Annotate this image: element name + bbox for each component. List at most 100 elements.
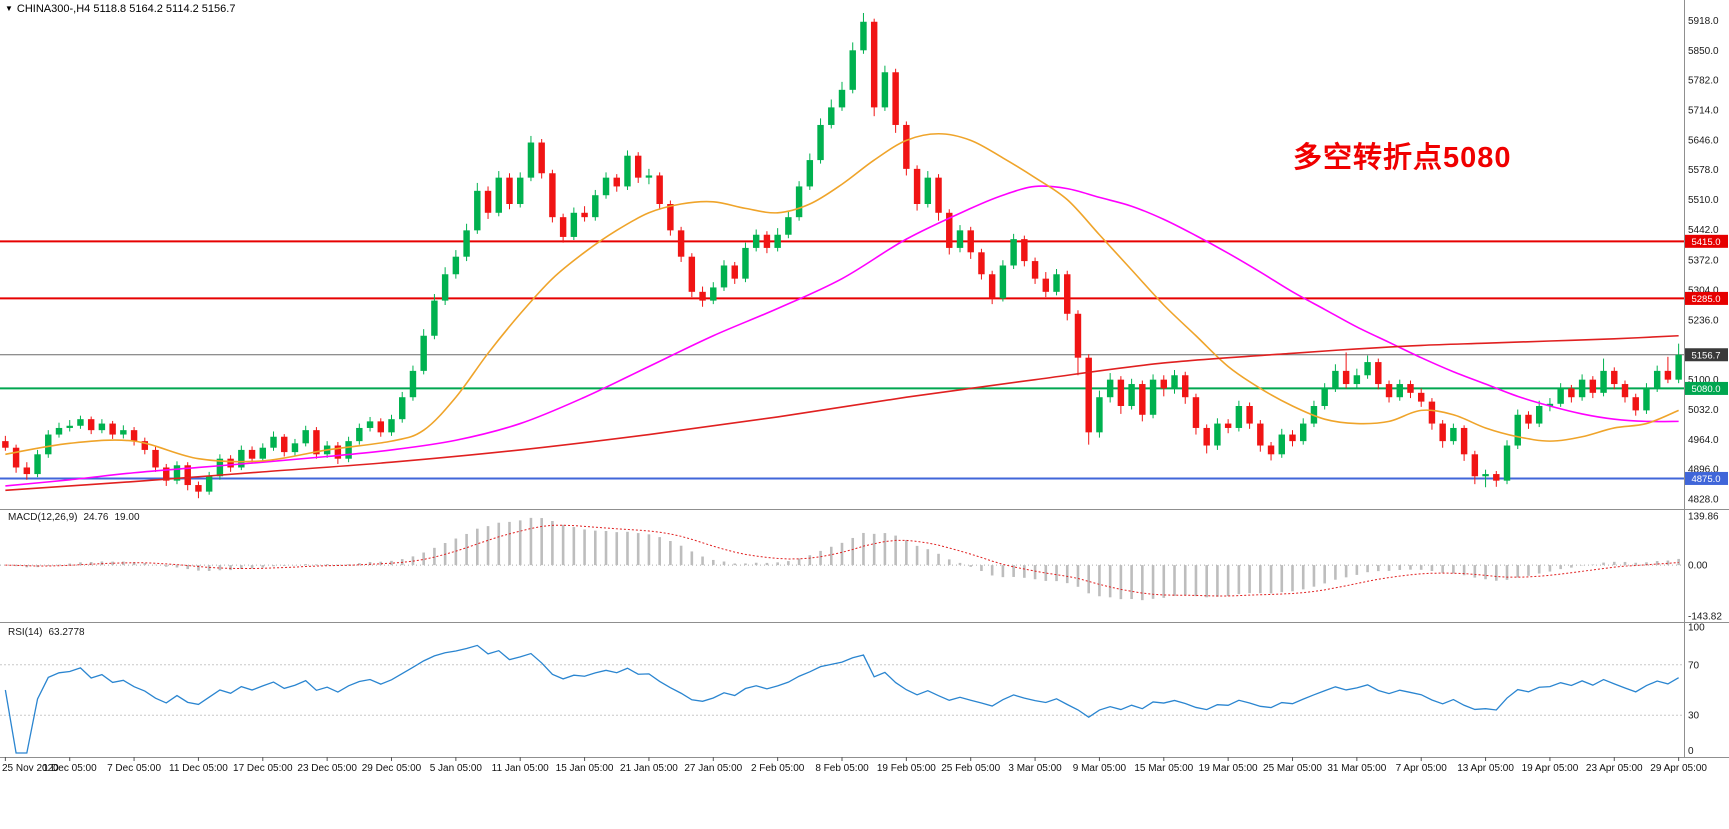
x-axis-label: 19 Feb 05:00 — [877, 763, 936, 774]
price-badge — [1685, 381, 1728, 395]
price-badge-label: 5415.0 — [1691, 237, 1720, 248]
symbol-title: ▼ CHINA300-,H4 5118.8 5164.2 5114.2 5156.… — [5, 3, 235, 15]
candle-body — [55, 427, 63, 435]
candle-body — [688, 256, 696, 292]
rsi-label: RSI(14) — [8, 627, 43, 638]
macd-signal-line[interactable] — [5, 524, 1679, 597]
x-axis-label: 11 Jan 05:00 — [492, 763, 550, 774]
candle-body — [913, 168, 921, 204]
candle-body — [1578, 379, 1586, 398]
y-axis-label: 5372.0 — [1688, 256, 1719, 267]
candle-body — [463, 230, 470, 257]
candle-body — [903, 124, 910, 169]
candle-body — [1182, 375, 1189, 398]
y-axis-label: 5782.0 — [1688, 76, 1719, 87]
candle-body — [870, 21, 878, 108]
ma-mid-magenta[interactable] — [5, 185, 1679, 487]
ma-fast-orange[interactable] — [5, 132, 1679, 463]
y-axis-label: 5442.0 — [1688, 225, 1719, 236]
candle-body — [345, 441, 352, 459]
candle-body — [924, 177, 932, 204]
x-axis-label: 25 Feb 05:00 — [941, 763, 1000, 774]
candle-body — [441, 274, 449, 301]
candle-body — [849, 50, 856, 90]
candle-body — [1653, 370, 1661, 389]
ma-slow-red[interactable] — [5, 334, 1679, 492]
macd-axis-label: -143.82 — [1688, 611, 1722, 622]
candle-body — [1010, 239, 1017, 266]
candle-body — [1300, 423, 1307, 442]
annotation-text[interactable]: 多空转折点5080 — [1293, 142, 1512, 174]
candle-body — [238, 449, 245, 468]
candle-body — [205, 476, 213, 492]
macd-label: MACD(12,26,9) — [8, 512, 78, 523]
macd-indicator-title: MACD(12,26,9) 24.76 19.00 — [8, 512, 146, 523]
candle-body — [313, 430, 320, 455]
candle-body — [302, 430, 309, 444]
candle-body — [1353, 375, 1361, 385]
x-axis-label: 25 Nov 2020 — [2, 763, 59, 774]
y-axis-label: 5236.0 — [1688, 315, 1719, 326]
y-axis-label: 4896.0 — [1688, 465, 1719, 476]
candle-body — [1267, 445, 1275, 455]
candle-body — [1235, 406, 1243, 428]
candle-body — [978, 252, 985, 275]
y-axis-label: 5850.0 — [1688, 46, 1719, 57]
candle-body — [634, 155, 642, 178]
candle-body — [1450, 427, 1457, 442]
candle-body — [999, 265, 1007, 299]
candle-body — [549, 173, 556, 218]
y-axis-label: 5646.0 — [1688, 135, 1719, 146]
candle-body — [1675, 354, 1682, 380]
y-axis-label: 5918.0 — [1688, 16, 1719, 27]
y-axis-label: 5032.0 — [1688, 405, 1719, 416]
candle-body — [1514, 414, 1521, 446]
price-badge — [1685, 471, 1728, 485]
candle-body — [1332, 370, 1339, 389]
candle-body — [1289, 434, 1296, 442]
candle-body — [1160, 379, 1168, 389]
x-axis-label: 17 Dec 05:00 — [233, 763, 293, 774]
candle-body — [2, 441, 9, 448]
candle-body — [216, 458, 224, 477]
candle-body — [602, 177, 610, 196]
price-badge-label: 4875.0 — [1691, 474, 1720, 485]
x-axis-label: 23 Apr 05:00 — [1586, 763, 1643, 774]
candle-body — [946, 212, 953, 248]
y-axis-label: 5714.0 — [1688, 106, 1719, 117]
candle-body — [752, 234, 760, 248]
candle-body — [248, 449, 256, 459]
rsi-value: 63.2778 — [48, 627, 85, 638]
x-axis-label: 8 Feb 05:00 — [815, 763, 869, 774]
candle-body — [1364, 362, 1371, 376]
y-axis-label: 5100.0 — [1688, 375, 1719, 386]
candle-body — [742, 247, 749, 279]
rsi-line[interactable] — [4, 644, 1679, 754]
candle-body — [1342, 370, 1350, 385]
candle-body — [1321, 388, 1328, 406]
candle-body — [87, 419, 95, 431]
candle-body — [720, 265, 728, 288]
x-axis-label: 21 Jan 05:00 — [620, 763, 678, 774]
candle-body — [774, 234, 781, 248]
candle-body — [731, 265, 738, 279]
candle-body — [1385, 384, 1393, 398]
candle-body — [892, 72, 899, 125]
rsi-axis-label: 30 — [1688, 711, 1700, 722]
candle-body — [1546, 403, 1554, 406]
candle-body — [281, 436, 288, 453]
candle-body — [173, 465, 181, 481]
candle-body — [45, 434, 52, 455]
candle-body — [1375, 362, 1382, 385]
candle-body — [388, 419, 395, 433]
candle-body — [763, 234, 771, 248]
candle-body — [120, 430, 127, 435]
candle-body — [1535, 406, 1543, 424]
price-badge — [1685, 234, 1728, 248]
candle-body — [12, 447, 20, 468]
candle-body — [817, 124, 824, 161]
candle-body — [291, 443, 299, 453]
candle-body — [1149, 379, 1157, 415]
